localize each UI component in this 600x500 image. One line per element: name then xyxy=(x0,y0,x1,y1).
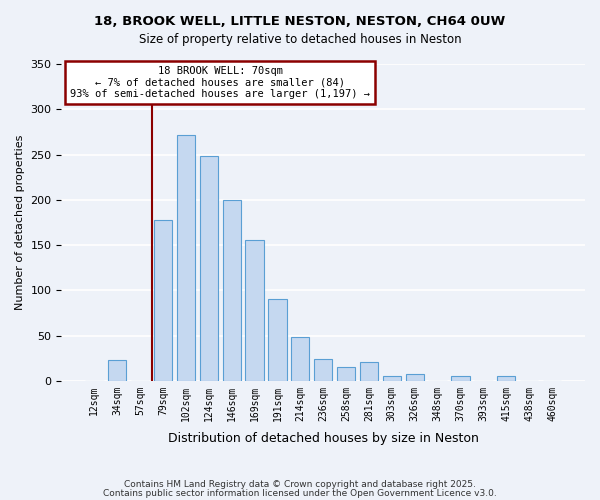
Y-axis label: Number of detached properties: Number of detached properties xyxy=(15,134,25,310)
Bar xyxy=(268,300,287,381)
Bar xyxy=(200,156,218,381)
Bar xyxy=(337,367,355,381)
Bar xyxy=(108,360,127,381)
Text: Contains HM Land Registry data © Crown copyright and database right 2025.: Contains HM Land Registry data © Crown c… xyxy=(124,480,476,489)
Bar xyxy=(223,200,241,381)
Bar xyxy=(451,376,470,381)
Bar xyxy=(497,376,515,381)
X-axis label: Distribution of detached houses by size in Neston: Distribution of detached houses by size … xyxy=(168,432,479,445)
Text: Contains public sector information licensed under the Open Government Licence v3: Contains public sector information licen… xyxy=(103,488,497,498)
Bar xyxy=(360,362,378,381)
Bar xyxy=(177,134,195,381)
Bar xyxy=(314,359,332,381)
Bar xyxy=(406,374,424,381)
Bar xyxy=(291,338,310,381)
Text: Size of property relative to detached houses in Neston: Size of property relative to detached ho… xyxy=(139,32,461,46)
Bar xyxy=(245,240,264,381)
Text: 18, BROOK WELL, LITTLE NESTON, NESTON, CH64 0UW: 18, BROOK WELL, LITTLE NESTON, NESTON, C… xyxy=(94,15,506,28)
Bar xyxy=(383,376,401,381)
Text: 18 BROOK WELL: 70sqm
← 7% of detached houses are smaller (84)
93% of semi-detach: 18 BROOK WELL: 70sqm ← 7% of detached ho… xyxy=(70,66,370,99)
Bar xyxy=(154,220,172,381)
